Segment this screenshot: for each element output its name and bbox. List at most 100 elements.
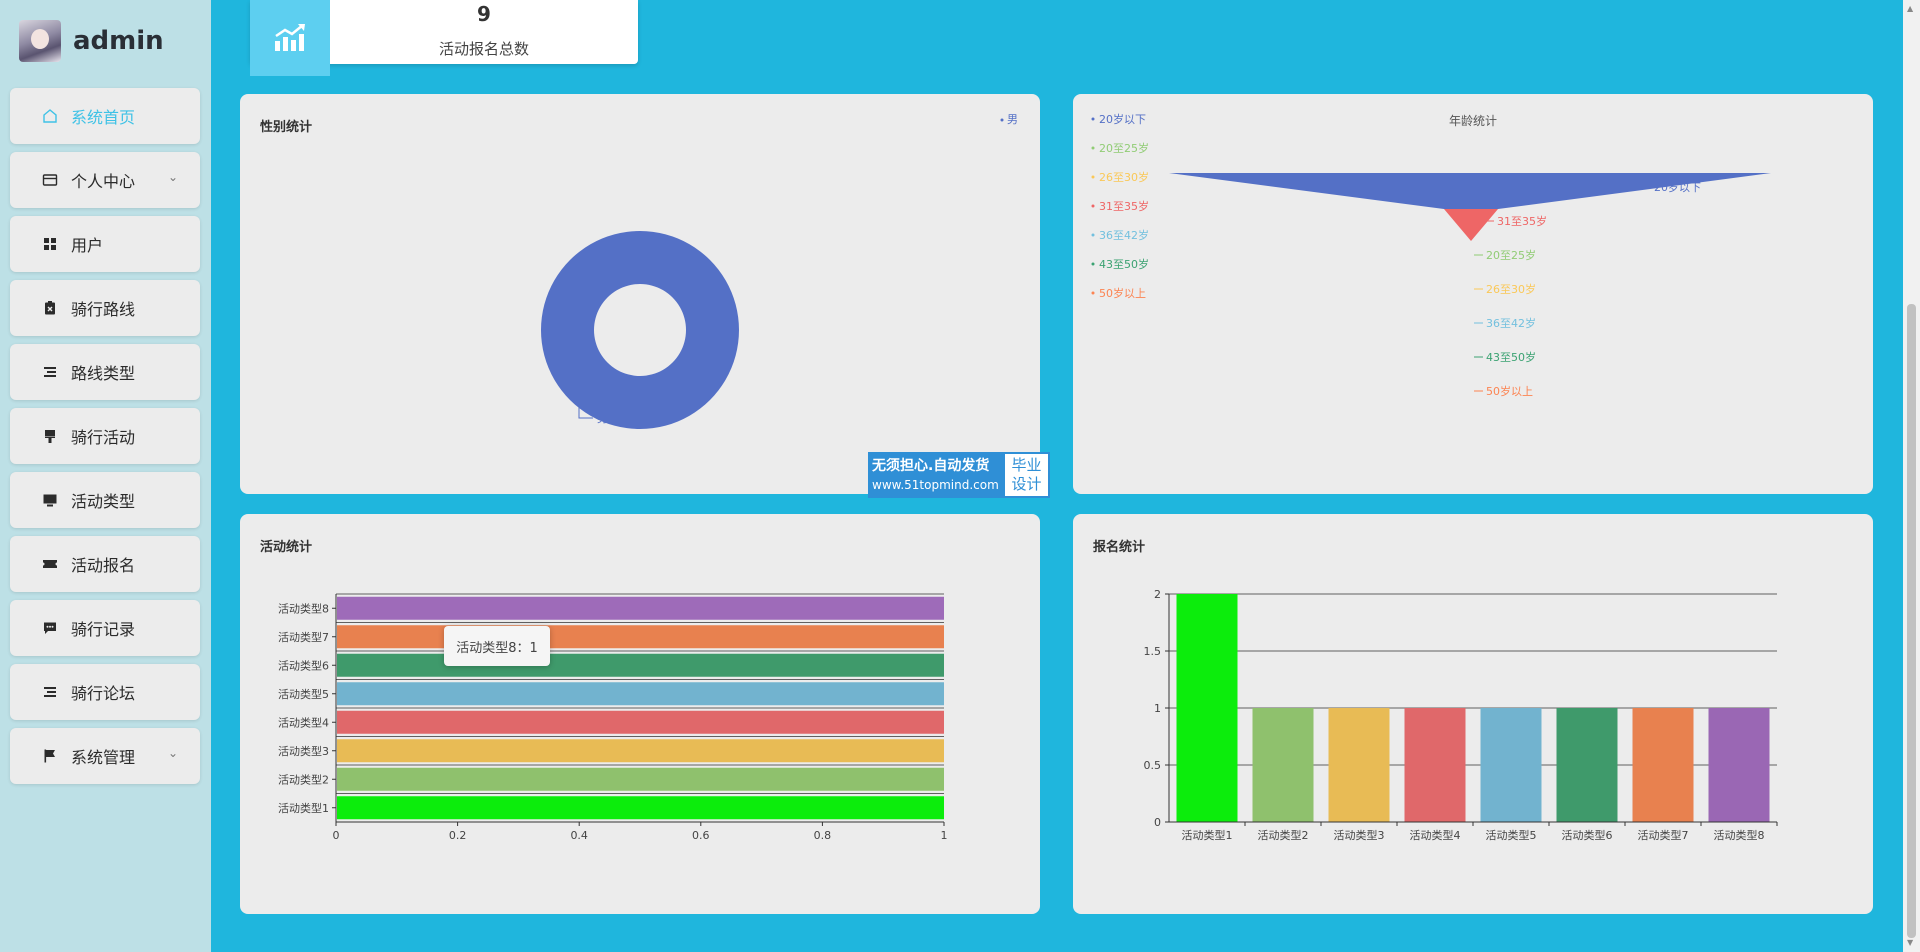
sidebar-item[interactable]: 骑行论坛 xyxy=(10,664,200,720)
sidebar: admin 系统首页个人中心 ⌄ 用户骑行路线路线类型骑行活动活动类型活动报名骑行记… xyxy=(0,0,211,952)
legend-label: 43至50岁 xyxy=(1099,257,1149,271)
funnel-label: 26至30岁 xyxy=(1486,282,1536,296)
legend-label: 20至25岁 xyxy=(1099,141,1149,155)
tick-label: 活动类型5 xyxy=(1486,828,1537,842)
scrollbar[interactable]: ▲ ▼ xyxy=(1903,0,1920,952)
legend-label: 36至42岁 xyxy=(1099,228,1149,242)
legend-marker xyxy=(1091,204,1095,208)
sidebar-item-label: 骑行活动 xyxy=(71,428,136,447)
bar xyxy=(1708,708,1770,822)
chart-title: 报名统计 xyxy=(1093,540,1146,555)
tick-label: 活动类型4 xyxy=(278,715,329,729)
sidebar-item[interactable]: 用户 xyxy=(10,216,200,272)
trend-chart-icon xyxy=(250,0,330,76)
clipboard-icon xyxy=(41,299,59,317)
tick-label: 0.4 xyxy=(570,829,588,842)
legend-marker xyxy=(1091,117,1095,121)
legend-marker xyxy=(1091,262,1095,266)
chat-icon xyxy=(41,619,59,637)
bar xyxy=(1176,594,1238,822)
avatar[interactable] xyxy=(19,20,61,62)
chevron-down-icon: ⌄ xyxy=(167,746,178,760)
tick-label: 0.5 xyxy=(1144,759,1162,772)
tick-label: 活动类型3 xyxy=(1334,828,1385,842)
pie-slice xyxy=(540,231,739,429)
monitor-icon xyxy=(41,491,59,509)
sidebar-item[interactable]: 骑行记录 xyxy=(10,600,200,656)
watermark-left: 无须担心.自动发货 www.51topmind.com xyxy=(868,452,1003,498)
funnel-label: 36至42岁 xyxy=(1486,316,1536,330)
stat-card: 9 活动报名总数 xyxy=(250,0,638,76)
sidebar-item[interactable]: 骑行活动 xyxy=(10,408,200,464)
watermark[interactable]: 无须担心.自动发货 www.51topmind.com 毕业 设计 xyxy=(868,452,1050,498)
bar xyxy=(337,653,944,677)
scroll-up-arrow-icon[interactable]: ▲ xyxy=(1907,4,1914,13)
funnel-segment xyxy=(1169,173,1771,209)
tick-label: 1 xyxy=(941,829,948,842)
sidebar-item-label: 骑行记录 xyxy=(71,620,136,639)
tick-label: 活动类型3 xyxy=(278,744,329,758)
sidebar-item-label: 活动类型 xyxy=(71,492,136,511)
activity-chart-panel: 活动统计 活动类型1 活动类型2 活动类型3 活动类型4 活动类型5 活动类型6 活动类型7… xyxy=(240,514,1040,914)
slice-label: 男 xyxy=(597,412,608,425)
tick-label: 活动类型8 xyxy=(1714,828,1765,842)
bar xyxy=(337,625,944,649)
sidebar-item[interactable]: 活动类型 xyxy=(10,472,200,528)
legend-label: 26至30岁 xyxy=(1099,170,1149,184)
bar xyxy=(337,739,944,763)
tick-label: 1 xyxy=(1154,702,1161,715)
chart-title: 性别统计 xyxy=(260,120,313,135)
funnel-segment xyxy=(1444,209,1498,241)
sidebar-item[interactable]: 活动报名 xyxy=(10,536,200,592)
tick-label: 0.8 xyxy=(814,829,832,842)
sidebar-item-label: 用户 xyxy=(71,236,104,255)
sidebar-item-label: 系统管理 xyxy=(71,748,136,767)
flag-icon xyxy=(41,747,59,765)
bar xyxy=(337,710,944,734)
bar xyxy=(337,796,944,820)
sidebar-item-label: 骑行论坛 xyxy=(71,684,136,703)
grid-icon xyxy=(41,235,59,253)
tick-label: 活动类型8 xyxy=(278,601,329,615)
gender-chart: 男男 xyxy=(540,113,1018,429)
legend-marker xyxy=(1091,233,1095,237)
scroll-thumb[interactable] xyxy=(1907,304,1916,938)
sidebar-item[interactable]: 路线类型 xyxy=(10,344,200,400)
tick-label: 活动类型6 xyxy=(1562,828,1613,842)
tick-label: 活动类型4 xyxy=(1410,828,1461,842)
tick-label: 活动类型2 xyxy=(1258,828,1309,842)
tick-label: 活动类型7 xyxy=(1638,828,1689,842)
chevron-down-icon: ⌄ xyxy=(167,170,178,184)
tick-label: 0.6 xyxy=(692,829,710,842)
activity-chart: 活动类型1 活动类型2 活动类型3 活动类型4 活动类型5 活动类型6 活动类型7 活动类型8… xyxy=(278,593,948,842)
tick-label: 活动类型2 xyxy=(278,772,329,786)
legend-label: 50岁以上 xyxy=(1099,286,1146,300)
card-icon xyxy=(41,171,59,189)
funnel-label: 43至50岁 xyxy=(1486,350,1536,364)
tick-label: 活动类型1 xyxy=(1182,828,1233,842)
sidebar-item[interactable]: 系统首页 xyxy=(10,88,200,144)
bar xyxy=(1480,708,1542,822)
gender-chart-panel: 性别统计 男男 xyxy=(240,94,1040,494)
tick-label: 0.2 xyxy=(449,829,467,842)
stat-label: 活动报名总数 xyxy=(438,40,529,58)
slice-label-line xyxy=(578,407,593,419)
sidebar-item-label: 系统首页 xyxy=(71,108,136,127)
scroll-down-arrow-icon[interactable]: ▼ xyxy=(1907,938,1914,947)
sidebar-item[interactable]: 骑行路线 xyxy=(10,280,200,336)
bar xyxy=(1328,708,1390,822)
legend-marker xyxy=(1000,118,1004,122)
sidebar-item-label: 个人中心 xyxy=(71,172,136,191)
sidebar-item[interactable]: 个人中心 ⌄ xyxy=(10,152,200,208)
watermark-line1: 无须担心.自动发货 xyxy=(872,458,990,474)
watermark-right: 毕业 设计 xyxy=(1003,452,1050,498)
age-chart: 年龄统计 20岁以下 20至25岁 26至30岁 31至35岁 36至42岁 43至50岁 5… xyxy=(1091,112,1771,398)
username: admin xyxy=(73,26,164,56)
bar xyxy=(1252,708,1314,822)
signup-chart-panel: 报名统计 0 0.5 1 1.5 2 活动类型1 活动类型2 活动类型3 活动类型4 活动类型5 活… xyxy=(1073,514,1873,914)
tick-label: 0 xyxy=(1154,816,1161,829)
home-icon xyxy=(41,107,59,125)
bar xyxy=(337,767,944,791)
chart-title: 活动统计 xyxy=(260,540,313,555)
sidebar-item[interactable]: 系统管理 ⌄ xyxy=(10,728,200,784)
